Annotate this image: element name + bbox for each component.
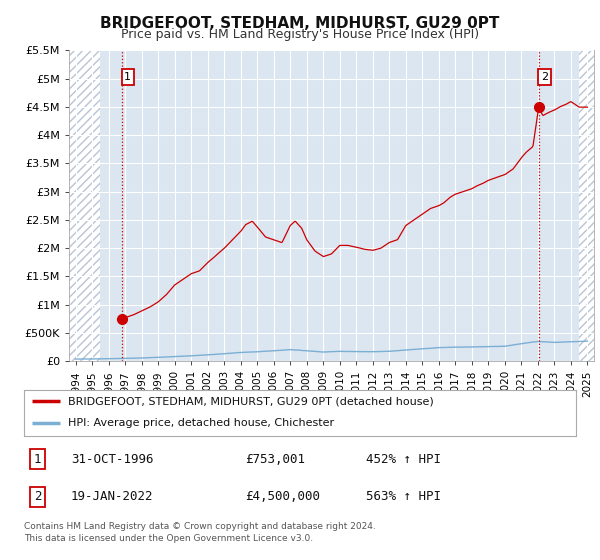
Text: 19-JAN-2022: 19-JAN-2022	[71, 491, 154, 503]
Text: 1: 1	[124, 72, 131, 82]
Text: BRIDGEFOOT, STEDHAM, MIDHURST, GU29 0PT (detached house): BRIDGEFOOT, STEDHAM, MIDHURST, GU29 0PT …	[68, 396, 434, 406]
Text: 1: 1	[34, 452, 41, 465]
Text: 563% ↑ HPI: 563% ↑ HPI	[366, 491, 441, 503]
Text: Price paid vs. HM Land Registry's House Price Index (HPI): Price paid vs. HM Land Registry's House …	[121, 28, 479, 41]
Text: Contains HM Land Registry data © Crown copyright and database right 2024.
This d: Contains HM Land Registry data © Crown c…	[24, 522, 376, 543]
Bar	[69, 50, 100, 361]
Text: £4,500,000: £4,500,000	[245, 491, 320, 503]
Text: 2: 2	[541, 72, 548, 82]
Text: BRIDGEFOOT, STEDHAM, MIDHURST, GU29 0PT: BRIDGEFOOT, STEDHAM, MIDHURST, GU29 0PT	[100, 16, 500, 31]
Text: 452% ↑ HPI: 452% ↑ HPI	[366, 452, 441, 465]
Text: 2: 2	[34, 491, 41, 503]
Text: HPI: Average price, detached house, Chichester: HPI: Average price, detached house, Chic…	[68, 418, 334, 428]
Text: £753,001: £753,001	[245, 452, 305, 465]
Bar	[579, 50, 594, 361]
Text: 31-OCT-1996: 31-OCT-1996	[71, 452, 154, 465]
